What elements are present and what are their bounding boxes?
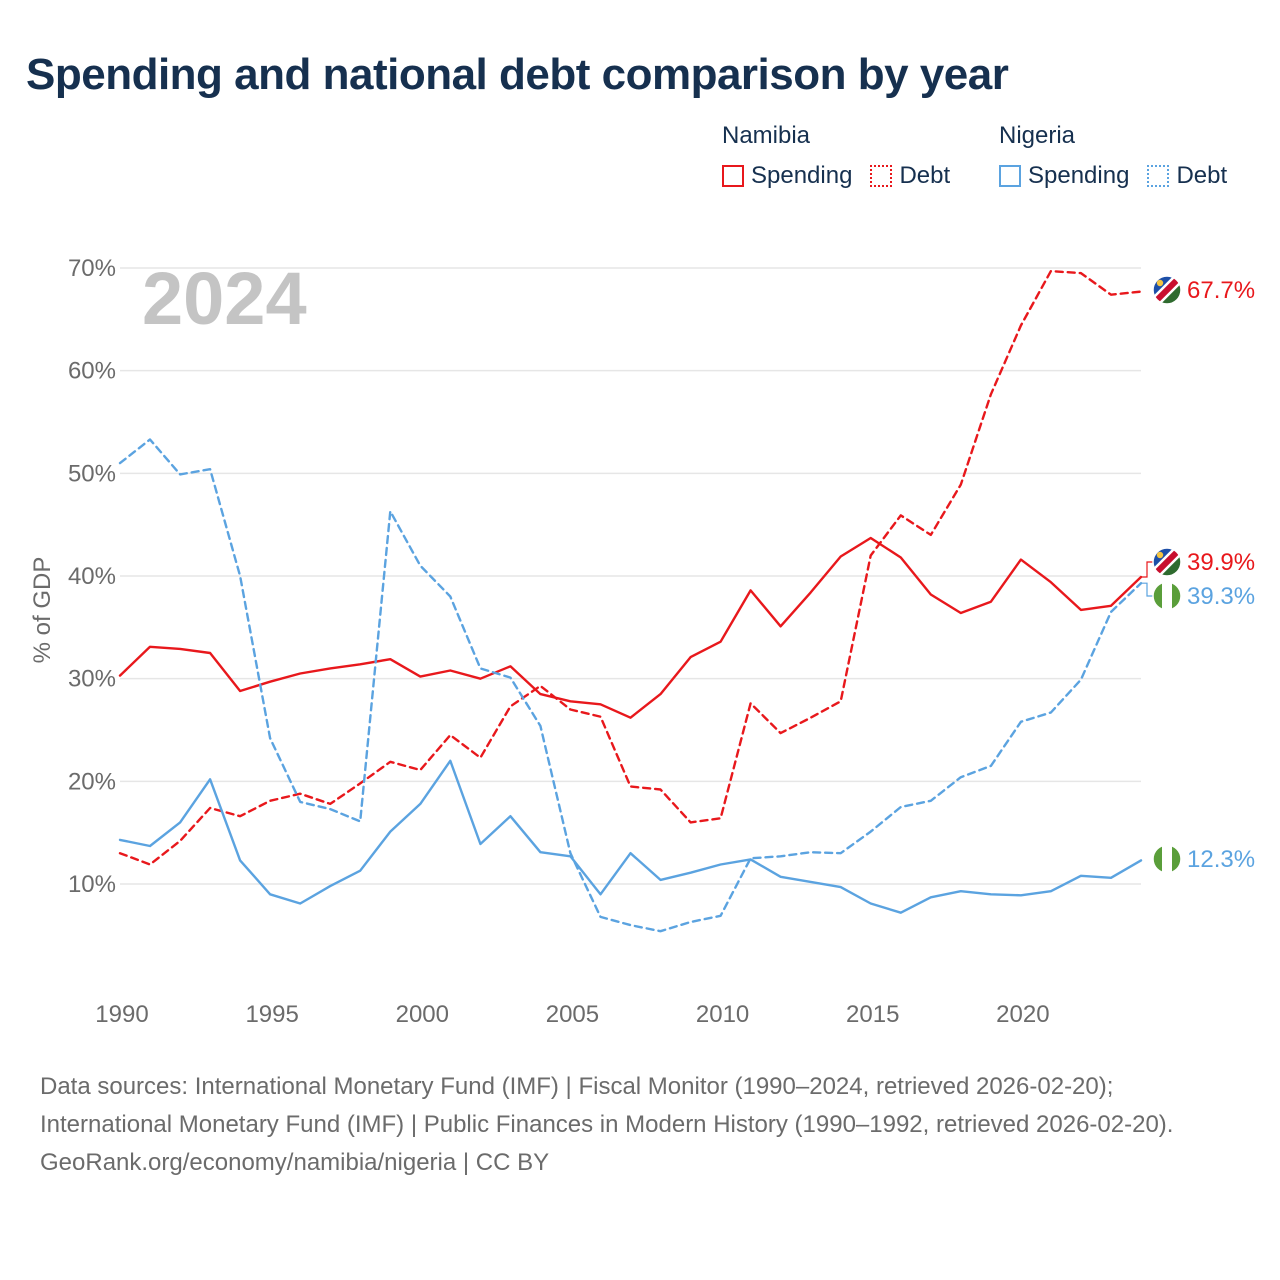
end-labels: 39.9% 67.7% 12.3% 39.3% — [1141, 275, 1255, 874]
legend-swatch-solid — [999, 165, 1021, 187]
legend-label: Spending — [1028, 162, 1130, 189]
chart-title: Spending and national debt comparison by… — [26, 50, 1009, 99]
data-sources: Data sources: International Monetary Fun… — [40, 1073, 1174, 1138]
x-tick-label: 2000 — [396, 1001, 449, 1028]
x-tick-label: 2010 — [696, 1001, 749, 1028]
namibia-spending-end-marker: 39.9% — [1141, 547, 1255, 578]
nigeria-spending-line — [118, 759, 1143, 914]
footer: Data sources: International Monetary Fun… — [40, 1068, 1240, 1182]
legend-nigeria: Nigeria Spending Debt — [999, 122, 1227, 190]
x-tick-label: 2005 — [546, 1001, 599, 1028]
legend-label: Debt — [1176, 162, 1228, 189]
namibia-flag-icon — [1152, 275, 1182, 305]
y-tick-label: 60% — [68, 358, 116, 385]
leader-line — [1141, 561, 1155, 578]
line-chart: 10% 20% 30% 40% 50% 60% 70% 1990 1995 2000 2005 20… — [29, 255, 1255, 1028]
x-tick-label: 2015 — [846, 1001, 899, 1028]
legend-nigeria-debt[interactable]: Debt — [1147, 162, 1227, 190]
nigeria-debt-end-marker: 39.3% — [1141, 581, 1255, 611]
legend-namibia-spending[interactable]: Spending — [722, 162, 852, 190]
x-tick-label: 1990 — [95, 1001, 148, 1028]
namibia-flag-icon — [1152, 547, 1182, 577]
end-value-label: 39.3% — [1187, 583, 1255, 610]
nigeria-spending-end-marker: 12.3% — [1152, 844, 1255, 874]
leader-line — [1141, 582, 1155, 597]
y-axis-ticks: 10% 20% 30% 40% 50% 60% 70% — [68, 255, 116, 898]
legend-country-namibia: Namibia — [722, 122, 811, 149]
gridlines — [120, 267, 1141, 885]
legend-namibia: Namibia Spending Debt — [722, 122, 968, 190]
x-axis-ticks: 1990 1995 2000 2005 2010 2015 2020 — [95, 1001, 1049, 1028]
y-tick-label: 70% — [68, 255, 116, 282]
legend-namibia-debt[interactable]: Debt — [870, 162, 950, 190]
y-tick-label: 50% — [68, 460, 116, 487]
legend-swatch-solid — [722, 165, 744, 187]
end-value-label: 12.3% — [1187, 846, 1255, 873]
end-value-label: 67.7% — [1187, 277, 1255, 304]
legend-nigeria-spending[interactable]: Spending — [999, 162, 1129, 190]
credit-link[interactable]: GeoRank.org/economy/namibia/nigeria | CC… — [40, 1149, 550, 1176]
nigeria-flag-icon — [1152, 581, 1182, 611]
year-watermark: 2024 — [142, 257, 307, 340]
y-tick-label: 10% — [68, 871, 116, 898]
x-tick-label: 2020 — [996, 1001, 1049, 1028]
namibia-spending-line — [118, 536, 1143, 719]
y-axis-label: % of GDP — [29, 557, 56, 664]
x-tick-label: 1995 — [245, 1001, 298, 1028]
namibia-debt-end-marker: 67.7% — [1152, 275, 1255, 305]
legend-country-nigeria: Nigeria — [999, 122, 1076, 149]
namibia-debt-line — [118, 269, 1143, 866]
nigeria-flag-icon — [1152, 844, 1182, 874]
legend-swatch-dotted — [1147, 165, 1170, 187]
y-tick-label: 20% — [68, 768, 116, 795]
legend-label: Debt — [899, 162, 951, 189]
legend-label: Spending — [751, 162, 853, 189]
series-lines — [118, 269, 1143, 933]
legend-swatch-dotted — [870, 165, 893, 187]
y-tick-label: 40% — [68, 563, 116, 590]
end-value-label: 39.9% — [1187, 549, 1255, 576]
y-tick-label: 30% — [68, 666, 116, 693]
nigeria-debt-line — [118, 438, 1143, 933]
